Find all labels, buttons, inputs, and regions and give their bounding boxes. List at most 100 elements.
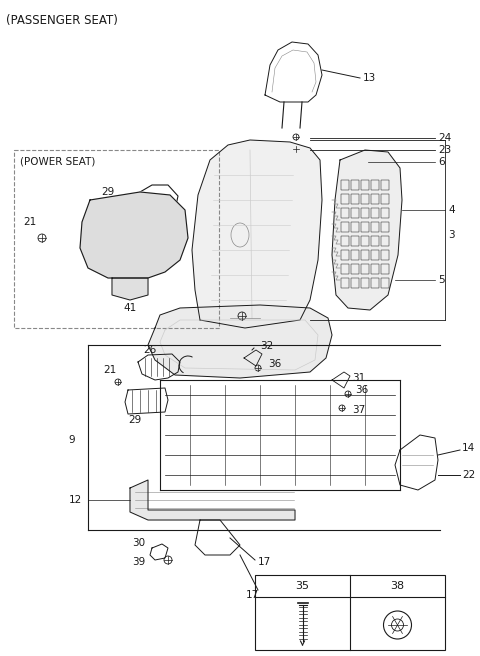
Bar <box>160 228 170 236</box>
Text: 9: 9 <box>69 435 75 445</box>
Bar <box>118 252 128 260</box>
Bar <box>371 222 379 232</box>
Bar <box>160 240 170 248</box>
Text: (POWER SEAT): (POWER SEAT) <box>20 157 96 167</box>
Text: 24: 24 <box>438 133 451 143</box>
Bar <box>341 236 349 246</box>
Bar <box>118 240 128 248</box>
Bar <box>381 236 389 246</box>
Bar <box>371 236 379 246</box>
Text: 36: 36 <box>268 359 281 369</box>
Bar <box>371 208 379 218</box>
Bar <box>118 216 128 224</box>
Bar <box>341 222 349 232</box>
Text: 41: 41 <box>123 303 137 313</box>
Bar <box>351 236 359 246</box>
Text: 37: 37 <box>352 405 365 415</box>
Bar <box>361 180 369 190</box>
Bar <box>381 264 389 274</box>
Polygon shape <box>332 150 402 310</box>
Bar <box>341 208 349 218</box>
Bar <box>146 204 156 212</box>
Bar <box>132 216 142 224</box>
Text: 30: 30 <box>132 538 145 548</box>
Bar <box>132 228 142 236</box>
Bar <box>146 240 156 248</box>
Bar <box>341 194 349 204</box>
Text: 29: 29 <box>128 415 142 425</box>
Bar <box>104 228 114 236</box>
Text: 6: 6 <box>438 157 444 167</box>
Polygon shape <box>130 480 295 520</box>
Text: 29: 29 <box>101 187 115 197</box>
Text: 21: 21 <box>24 217 36 227</box>
Bar <box>341 264 349 274</box>
Text: 12: 12 <box>69 495 82 505</box>
Bar <box>104 240 114 248</box>
Bar <box>381 180 389 190</box>
Bar <box>160 216 170 224</box>
Polygon shape <box>112 278 148 300</box>
Bar <box>351 264 359 274</box>
Bar <box>351 250 359 260</box>
Bar <box>160 252 170 260</box>
Bar <box>160 204 170 212</box>
Bar <box>381 278 389 288</box>
Bar <box>14 150 219 328</box>
Bar <box>371 278 379 288</box>
Bar <box>90 216 100 224</box>
Text: 13: 13 <box>363 73 376 83</box>
Bar <box>381 194 389 204</box>
Bar <box>341 180 349 190</box>
Bar <box>104 252 114 260</box>
Text: 38: 38 <box>390 581 405 591</box>
Polygon shape <box>148 305 332 378</box>
Text: 32: 32 <box>260 341 273 351</box>
Text: 22: 22 <box>462 470 475 480</box>
Bar <box>146 216 156 224</box>
Polygon shape <box>192 140 322 328</box>
Bar <box>146 252 156 260</box>
Bar <box>361 236 369 246</box>
Bar <box>361 222 369 232</box>
Bar <box>361 194 369 204</box>
Text: 21: 21 <box>103 365 117 375</box>
Bar <box>371 180 379 190</box>
Text: 39: 39 <box>132 557 145 567</box>
Bar <box>90 204 100 212</box>
Bar <box>104 216 114 224</box>
Bar <box>351 208 359 218</box>
Text: 17: 17 <box>258 557 271 567</box>
Bar <box>371 250 379 260</box>
Bar <box>132 252 142 260</box>
Bar <box>351 180 359 190</box>
Text: 4: 4 <box>448 205 455 215</box>
Bar <box>381 250 389 260</box>
Bar <box>132 204 142 212</box>
Polygon shape <box>80 192 188 278</box>
Bar <box>341 250 349 260</box>
Bar <box>371 194 379 204</box>
Text: 26: 26 <box>144 345 156 355</box>
Bar <box>132 240 142 248</box>
Bar <box>351 222 359 232</box>
Bar <box>90 252 100 260</box>
Bar <box>381 208 389 218</box>
Text: 5: 5 <box>438 275 444 285</box>
Text: 17: 17 <box>245 590 259 600</box>
Bar <box>90 228 100 236</box>
Bar <box>361 250 369 260</box>
Text: (PASSENGER SEAT): (PASSENGER SEAT) <box>6 14 118 27</box>
Bar <box>255 575 445 650</box>
Bar <box>371 264 379 274</box>
Text: 14: 14 <box>462 443 475 453</box>
Bar <box>351 194 359 204</box>
Bar <box>351 278 359 288</box>
Bar <box>104 204 114 212</box>
Bar <box>146 228 156 236</box>
Text: 31: 31 <box>352 373 365 383</box>
Bar <box>118 228 128 236</box>
Text: 35: 35 <box>296 581 310 591</box>
Bar <box>361 208 369 218</box>
Bar <box>381 222 389 232</box>
